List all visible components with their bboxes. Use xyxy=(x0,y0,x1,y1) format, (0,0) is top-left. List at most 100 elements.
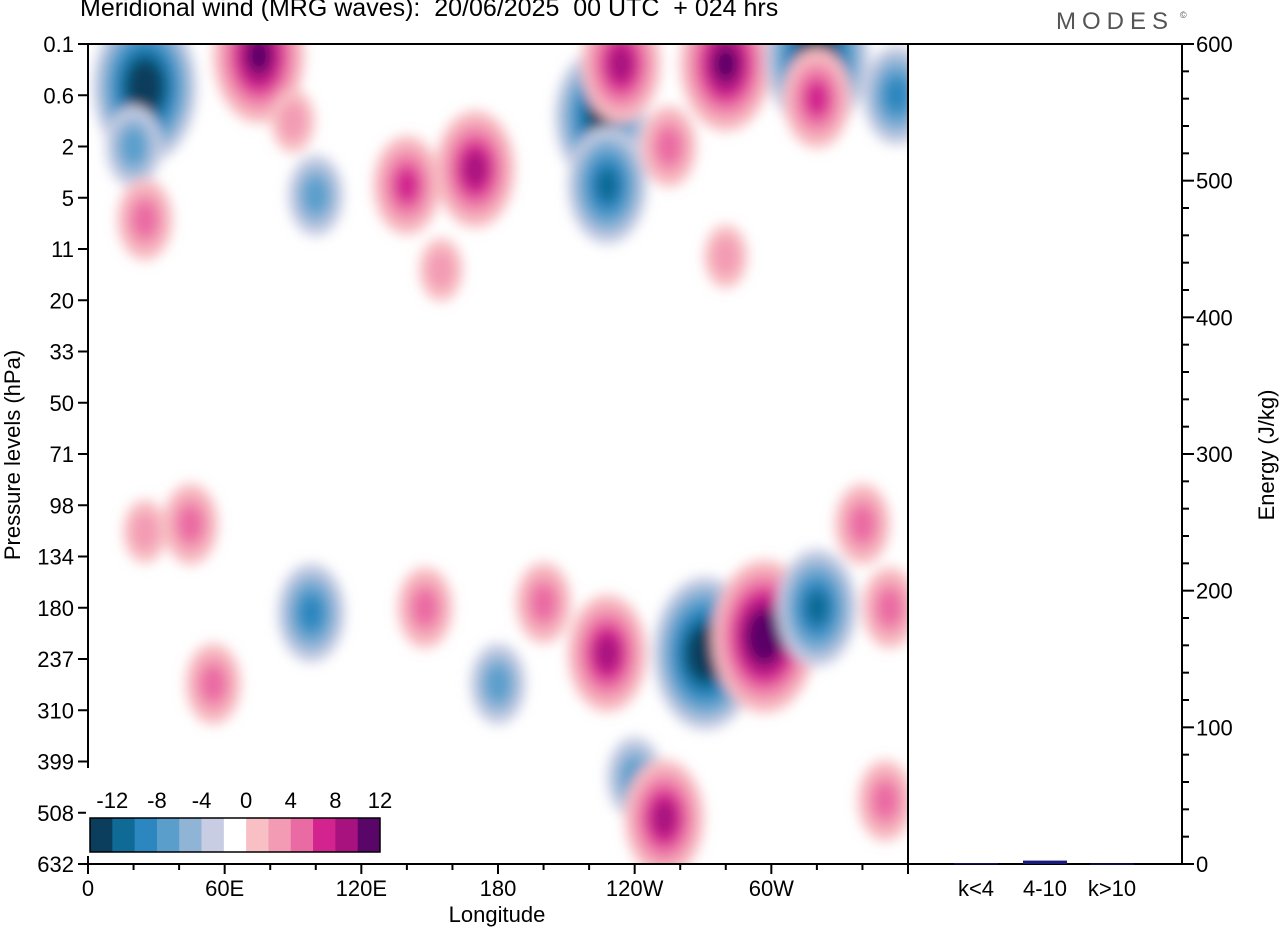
pressure-tick-label: 310 xyxy=(37,698,74,723)
pressure-tick-label: 2 xyxy=(62,135,74,160)
contour-level xyxy=(427,249,455,290)
longitude-tick-label: 0 xyxy=(82,876,94,901)
longitude-tick-label: 120W xyxy=(606,876,664,901)
pressure-tick-label: 20 xyxy=(50,288,74,313)
contour-cell xyxy=(277,562,346,663)
contour-cell xyxy=(105,105,162,188)
contour-level xyxy=(805,590,829,625)
colorbar-swatch xyxy=(156,818,180,852)
contour-cell xyxy=(271,89,315,154)
energy-tick-label: 0 xyxy=(1196,852,1208,877)
pressure-tick-label: 180 xyxy=(37,596,74,621)
pressure-axis: 0.1 0.6 2 5 11 20 33 50 71 98 134 180 237 310 399 508 63… xyxy=(37,32,88,877)
contour-level xyxy=(753,620,776,653)
colorbar-swatch xyxy=(290,818,314,852)
energy-axis-label: Energy (J/kg) xyxy=(1254,390,1279,521)
longitude-tick-label: 60E xyxy=(205,876,244,901)
energy-category-label: k>10 xyxy=(1088,876,1136,901)
colorbar-legend: -12 -8 -4 0 4 8 12 xyxy=(86,768,392,856)
pressure-tick-label: 632 xyxy=(37,852,74,877)
contour-level xyxy=(531,584,556,622)
contour-cell xyxy=(782,48,851,149)
colorbar-swatch xyxy=(335,818,359,852)
contour-level xyxy=(412,589,438,626)
energy-axis: 0 100 200 300 400 500 600 xyxy=(1182,32,1233,877)
colorbar-swatch xyxy=(90,818,113,852)
pressure-tick-label: 11 xyxy=(51,237,74,262)
contour-level xyxy=(200,665,226,703)
pressure-tick-label: 33 xyxy=(50,340,74,365)
contour-level xyxy=(712,236,740,277)
energy-tick-label: 600 xyxy=(1196,32,1233,57)
colorbar-label: -4 xyxy=(192,788,212,813)
energy-category-label: 4-10 xyxy=(1023,876,1067,901)
contour-level xyxy=(694,637,717,670)
energy-tick-label: 300 xyxy=(1196,442,1233,467)
contour-cell xyxy=(162,483,219,566)
energy-bar xyxy=(1023,860,1067,864)
colorbar-swatch xyxy=(246,818,269,852)
contour-cell xyxy=(212,44,305,124)
pressure-tick-label: 237 xyxy=(37,647,74,672)
colorbar-swatch xyxy=(268,818,292,852)
contour-level xyxy=(279,101,307,141)
colorbar-swatch xyxy=(201,818,225,852)
energy-bars: k<4 4-10 k>10 xyxy=(954,860,1136,901)
contour-cell xyxy=(861,566,908,649)
contour-level xyxy=(609,46,633,81)
colorbar-swatch xyxy=(313,818,336,852)
brand-copyright-mark: © xyxy=(1180,10,1187,20)
contour-cell xyxy=(185,642,242,725)
brand-logo: MODES xyxy=(1056,8,1175,35)
colorbar-label: 12 xyxy=(368,788,392,813)
pressure-tick-label: 134 xyxy=(37,545,74,570)
pressure-tick-label: 399 xyxy=(37,750,74,775)
contour-level xyxy=(133,70,156,104)
contour-cell xyxy=(567,594,648,713)
colorbar-swatch xyxy=(179,818,203,852)
contour-cell xyxy=(679,44,772,132)
contour-cell xyxy=(640,105,697,188)
contour-cell xyxy=(435,110,516,229)
contour-level xyxy=(850,505,875,543)
contour-cell xyxy=(287,154,344,237)
colorbar-label: 0 xyxy=(240,788,252,813)
colorbar-frame xyxy=(89,817,381,853)
colorbar-swatch xyxy=(357,818,381,852)
contour-cell xyxy=(515,561,572,644)
pressure-tick-label: 71 xyxy=(50,442,74,467)
contour-level xyxy=(884,77,908,113)
contour-cell xyxy=(624,759,705,864)
pressure-tick-label: 5 xyxy=(62,186,74,211)
contour-level xyxy=(121,128,146,165)
contour-level xyxy=(303,177,329,214)
contour-cell xyxy=(419,237,464,302)
longitude-tick-label: 60W xyxy=(749,876,794,901)
chart-title: Meridional wind (MRG waves): 20/06/2025 … xyxy=(80,0,779,22)
energy-tick-label: 200 xyxy=(1196,579,1233,604)
pressure-tick-label: 98 xyxy=(50,493,74,518)
contour-level xyxy=(485,665,511,703)
contour-cell xyxy=(372,135,441,236)
longitude-tick-label: 120E xyxy=(336,876,387,901)
contour-level xyxy=(299,595,324,631)
longitude-tick-label: 180 xyxy=(480,876,517,901)
colorbar-swatch xyxy=(223,818,247,852)
energy-bar xyxy=(954,863,998,865)
colorbar-label: -8 xyxy=(147,788,167,813)
colorbar-swatch xyxy=(112,818,136,852)
contour-cell xyxy=(470,642,526,725)
pressure-tick-label: 50 xyxy=(50,391,74,416)
contour-cell xyxy=(122,499,167,564)
energy-tick-label: 100 xyxy=(1196,715,1233,740)
pressure-tick-label: 0.6 xyxy=(43,83,74,108)
contour-cell xyxy=(567,126,648,245)
contour-cell xyxy=(397,566,454,649)
colorbar-label: 4 xyxy=(285,788,297,813)
contour-cell xyxy=(857,759,908,842)
x-axis-label: Longitude xyxy=(449,902,546,927)
contour-level xyxy=(247,44,270,73)
colorbar-label: -12 xyxy=(96,788,128,813)
contour-level xyxy=(178,505,203,543)
